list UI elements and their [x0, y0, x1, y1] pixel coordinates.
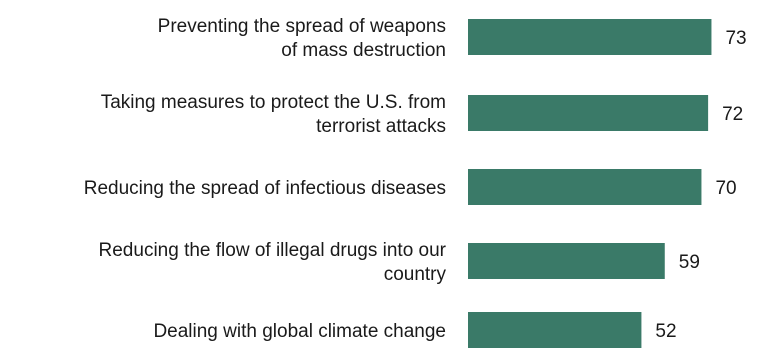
category-label-1-line-1: terrorist attacks — [316, 116, 446, 137]
bar-3 — [468, 243, 665, 279]
category-label-2-line-0: Reducing the spread of infectious diseas… — [84, 178, 446, 199]
category-label-0-line-1: of mass destruction — [281, 40, 446, 61]
value-label-2: 70 — [715, 178, 736, 199]
bar-1 — [468, 95, 709, 131]
value-label-0: 73 — [725, 28, 746, 49]
category-label-3-line-1: country — [384, 264, 447, 285]
category-label-4-line-0: Dealing with global climate change — [153, 321, 446, 342]
bar-2 — [468, 169, 702, 205]
value-label-1: 72 — [722, 104, 743, 125]
value-label-4: 52 — [655, 321, 676, 342]
category-label-1-line-0: Taking measures to protect the U.S. from — [101, 92, 446, 113]
bar-4 — [468, 312, 642, 348]
bar-0 — [468, 19, 712, 55]
category-label-3-line-0: Reducing the flow of illegal drugs into … — [99, 240, 447, 261]
value-label-3: 59 — [679, 252, 700, 273]
category-label-0-line-0: Preventing the spread of weapons — [158, 16, 446, 37]
